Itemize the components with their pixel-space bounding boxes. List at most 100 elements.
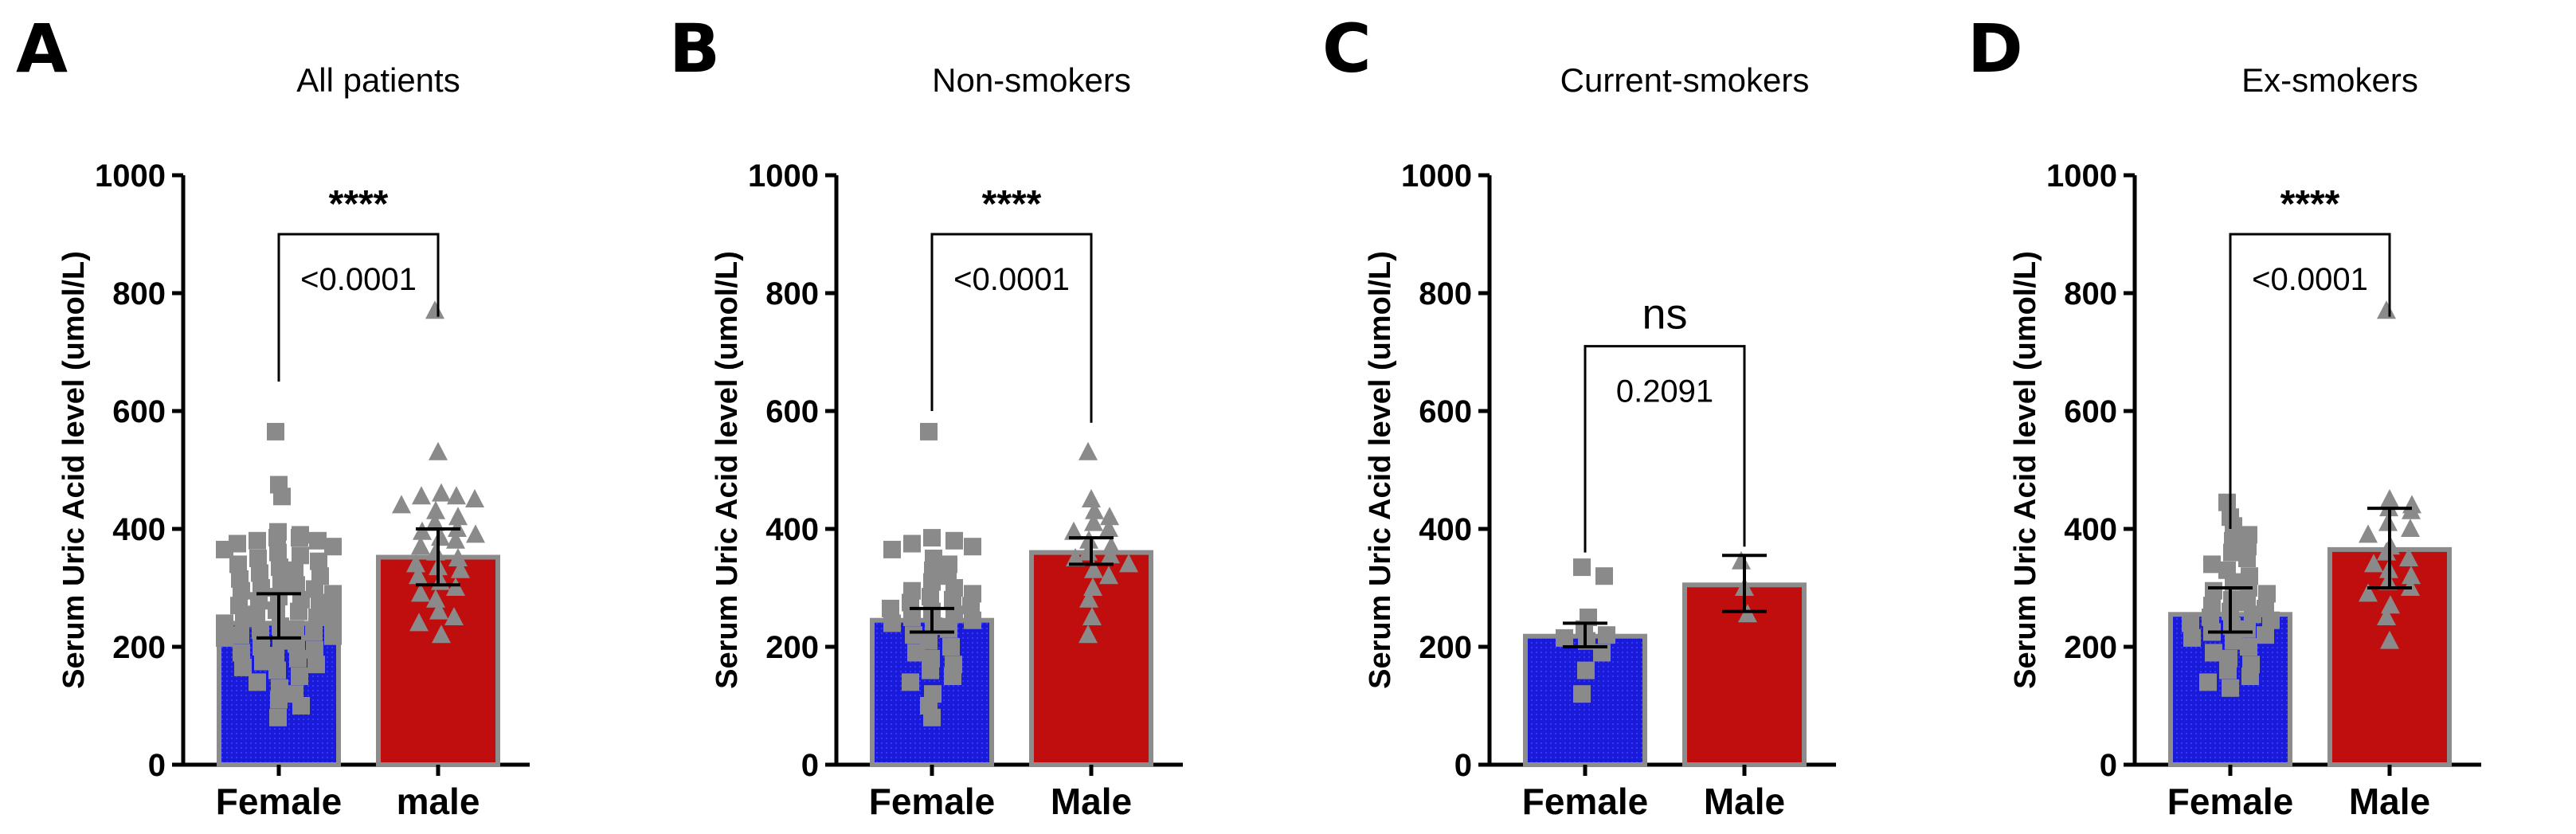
significance-label: ****: [2280, 183, 2340, 225]
x-tick-label: Female: [216, 781, 343, 822]
data-point: [307, 656, 325, 674]
data-point: [2240, 638, 2257, 656]
panel-letter: C: [1322, 10, 1372, 88]
data-point: [309, 531, 327, 550]
data-point: [271, 558, 288, 577]
data-point: [216, 540, 233, 558]
p-value-label: <0.0001: [300, 262, 417, 297]
data-point: [308, 609, 326, 626]
data-point: [1082, 607, 1102, 625]
data-point: [291, 529, 308, 547]
data-point: [429, 601, 448, 620]
y-axis-label: Serum Uric Acid level (umol/L): [711, 251, 744, 689]
data-point: [1079, 530, 1098, 549]
data-point: [324, 538, 342, 556]
data-point: [1556, 628, 1573, 647]
data-point: [229, 555, 247, 574]
data-point: [1084, 559, 1103, 578]
p-value-label: <0.0001: [953, 262, 1070, 297]
y-tick-label: 0: [801, 748, 819, 783]
data-point: [902, 673, 919, 691]
x-tick-label: Male: [1704, 781, 1785, 822]
data-point: [905, 626, 922, 644]
data-point: [964, 611, 981, 629]
data-point: [2377, 300, 2396, 319]
p-value-label: 0.2091: [1616, 374, 1713, 409]
data-point: [2199, 673, 2217, 691]
data-point: [2380, 489, 2399, 507]
y-tick-label: 600: [765, 394, 819, 429]
y-tick-label: 0: [148, 748, 166, 783]
data-point: [2258, 585, 2276, 603]
data-point: [249, 550, 267, 567]
data-point: [907, 644, 925, 662]
data-point: [2401, 519, 2420, 537]
data-point: [268, 529, 286, 547]
data-point: [270, 691, 288, 709]
data-point: [922, 588, 939, 606]
bar-male: [376, 554, 500, 768]
data-point: [920, 422, 938, 440]
data-point: [2202, 609, 2219, 626]
data-point: [268, 661, 286, 679]
data-point: [883, 540, 901, 558]
data-point: [233, 644, 250, 662]
y-tick-label: 200: [765, 630, 819, 665]
data-point: [1079, 625, 1098, 644]
y-tick-label: 200: [1419, 630, 1472, 665]
data-point: [311, 593, 328, 612]
data-point: [252, 621, 269, 640]
data-point: [233, 581, 250, 600]
data-point: [2182, 614, 2199, 632]
data-point: [272, 573, 290, 591]
data-point: [2364, 554, 2383, 573]
data-point: [232, 626, 249, 644]
data-point: [426, 589, 445, 608]
significance-label: ns: [1642, 291, 1687, 339]
significance-label: ****: [982, 183, 1042, 225]
chart-panel-b: B Non-smokers Serum Uric Acid level (umol/…: [669, 10, 1183, 822]
data-point: [287, 620, 304, 638]
data-point: [291, 668, 308, 685]
data-point: [2223, 543, 2241, 562]
data-point: [2402, 566, 2421, 585]
data-point: [2377, 607, 2396, 625]
data-point: [2359, 583, 2378, 602]
data-point: [448, 507, 468, 526]
chart-panel-a: A All patients Serum Uric Acid level (umol…: [16, 10, 530, 822]
data-point: [429, 441, 448, 460]
data-point: [249, 531, 266, 550]
data-point: [2402, 500, 2421, 519]
data-point: [2203, 555, 2221, 574]
y-tick-label: 400: [112, 512, 166, 547]
y-tick-label: 600: [2064, 394, 2117, 429]
y-tick-label: 1000: [748, 159, 819, 194]
data-point: [2257, 626, 2274, 644]
data-point: [944, 590, 961, 609]
data-point: [1573, 685, 1591, 703]
data-point: [1100, 507, 1119, 526]
y-tick-label: 200: [2064, 630, 2117, 665]
significance-bracket: [930, 233, 1093, 423]
panel-title: Non-smokers: [932, 61, 1131, 99]
x-tick-label: male: [397, 781, 480, 822]
data-point: [273, 487, 291, 506]
y-tick-label: 1000: [1401, 159, 1472, 194]
significance-label: ****: [329, 183, 389, 225]
data-point: [883, 614, 901, 632]
data-point: [254, 652, 272, 671]
data-point: [292, 546, 309, 565]
data-point: [216, 614, 233, 632]
data-point: [448, 548, 468, 566]
chart-panel-d: D Ex-smokers Serum Uric Acid level (umol/L…: [1967, 10, 2481, 822]
y-tick-label: 600: [1419, 394, 1472, 429]
data-point: [451, 559, 470, 578]
data-point: [2380, 630, 2399, 649]
x-tick-label: Male: [2349, 781, 2430, 822]
data-point: [922, 661, 939, 679]
data-point: [940, 620, 957, 638]
panel-title: Current-smokers: [1560, 61, 1810, 99]
data-point: [411, 536, 430, 555]
data-point: [406, 554, 425, 573]
x-tick-label: Female: [1522, 781, 1649, 822]
